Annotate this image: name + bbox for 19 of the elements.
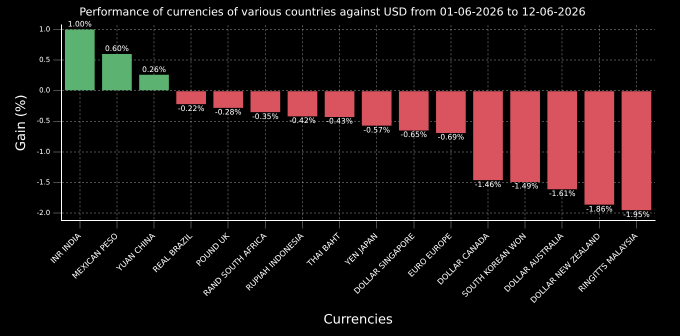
bar bbox=[64, 29, 95, 90]
bar bbox=[584, 91, 614, 205]
bar bbox=[622, 91, 652, 210]
bar bbox=[324, 91, 354, 118]
bar bbox=[510, 91, 540, 182]
bar bbox=[176, 91, 206, 104]
bar bbox=[398, 91, 429, 131]
bar bbox=[139, 74, 169, 90]
bar bbox=[102, 54, 132, 90]
bar bbox=[547, 91, 578, 190]
chart-title: Performance of currencies of various countries against USD from 01-06-2026 to 12-06-2026 bbox=[79, 5, 586, 18]
y-axis-title: Gain (%) bbox=[14, 94, 30, 152]
bar bbox=[250, 91, 280, 112]
bar bbox=[362, 91, 392, 126]
bar bbox=[436, 91, 466, 133]
bar bbox=[473, 91, 503, 180]
bar bbox=[213, 91, 244, 108]
x-axis-title: Currencies bbox=[323, 312, 393, 328]
bar bbox=[288, 91, 318, 116]
